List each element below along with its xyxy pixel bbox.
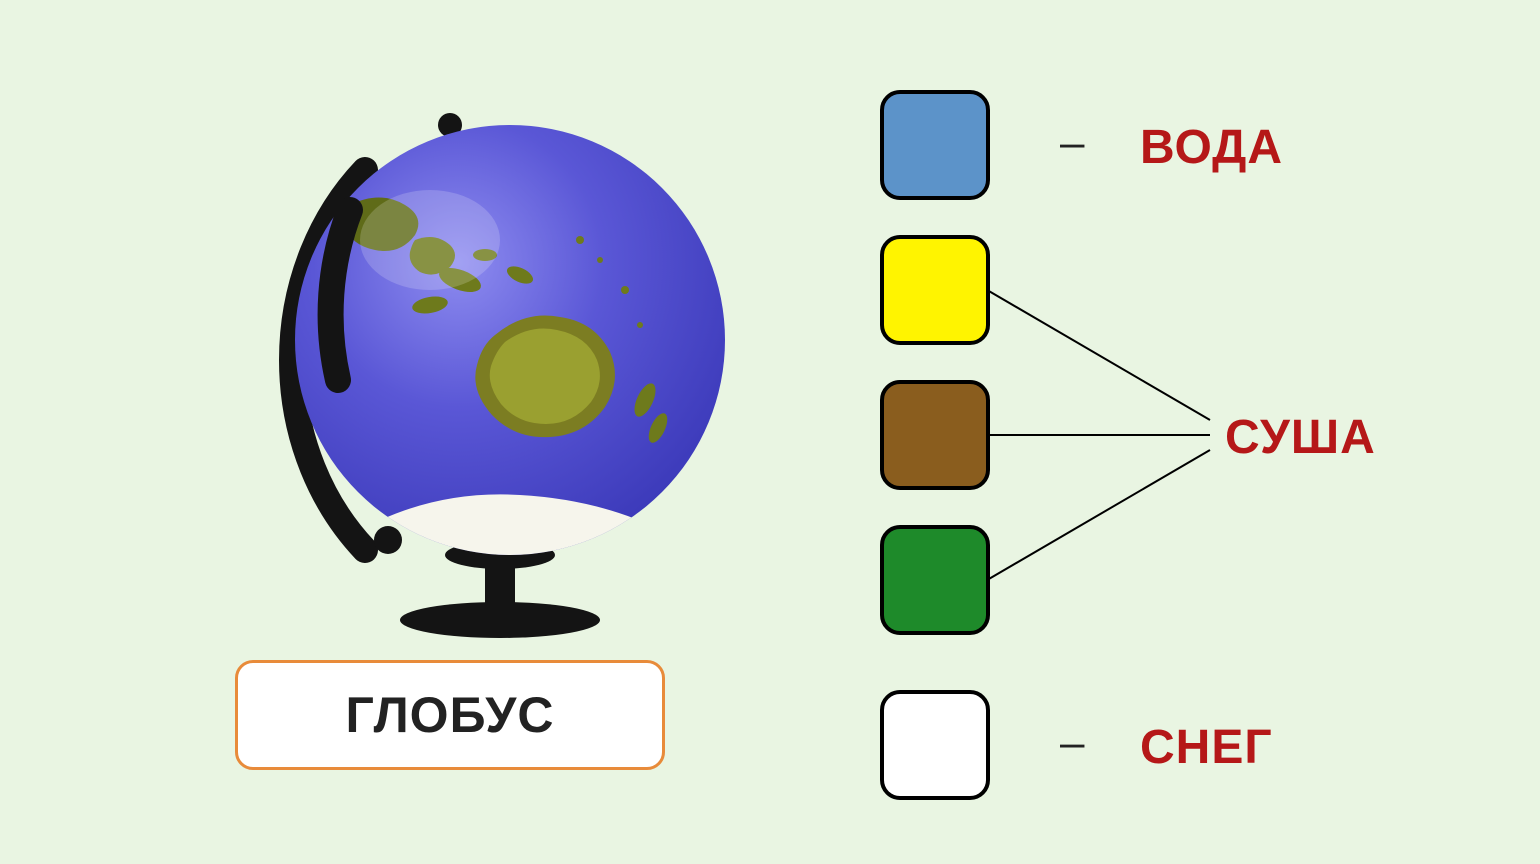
water-label-dash: – [1060, 118, 1084, 168]
swatch-water [880, 90, 990, 200]
land-label: СУША [1225, 410, 1376, 465]
snow-label: СНЕГ [1140, 720, 1273, 775]
swatch-land3 [880, 525, 990, 635]
swatch-land1 [880, 235, 990, 345]
globe-caption-text: ГЛОБУС [346, 686, 555, 744]
globe-svg [220, 80, 780, 640]
swatch-snow [880, 690, 990, 800]
globe-illustration [220, 80, 780, 640]
swatch-land2 [880, 380, 990, 490]
color-legend: – ВОДА СУША – СНЕГ [840, 90, 1480, 790]
water-label: ВОДА [1140, 120, 1283, 175]
globe-caption-box: ГЛОБУС [235, 660, 665, 770]
snow-label-dash: – [1060, 718, 1084, 768]
